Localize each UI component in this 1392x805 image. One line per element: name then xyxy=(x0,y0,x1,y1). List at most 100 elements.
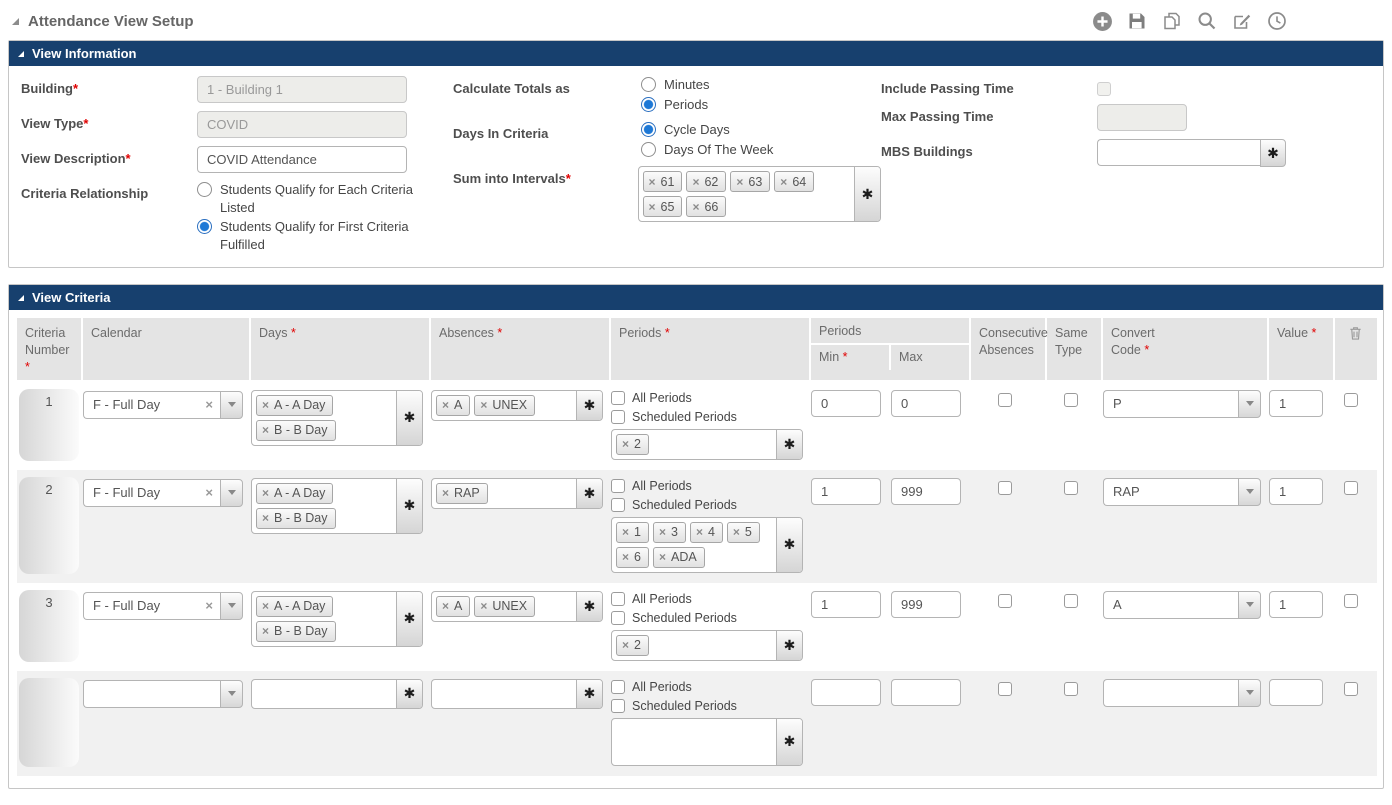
dropdown-arrow-button[interactable] xyxy=(220,390,243,419)
save-button[interactable] xyxy=(1126,10,1148,32)
sum-into-intervals-multiselect[interactable]: × 61 × 62 × 63 × 64 × 65 × 66 ✱ xyxy=(637,166,881,223)
dropdown-arrow-button[interactable] xyxy=(220,591,243,620)
radio-minutes-input[interactable] xyxy=(641,77,656,92)
scheduled-periods-checkbox[interactable] xyxy=(611,611,625,626)
asterisk-button[interactable]: ✱ xyxy=(396,591,422,646)
remove-tag-icon[interactable]: × xyxy=(480,599,488,614)
value-input[interactable] xyxy=(1269,477,1323,505)
scheduled-periods-checkbox-label[interactable]: Scheduled Periods xyxy=(611,699,803,714)
all-periods-checkbox[interactable] xyxy=(611,680,625,695)
min-periods-input[interactable] xyxy=(811,389,881,417)
radio-cycle-days[interactable]: Cycle Days xyxy=(641,121,773,139)
search-button[interactable] xyxy=(1196,10,1218,32)
edit-button[interactable] xyxy=(1231,10,1253,32)
clear-selection-icon[interactable]: × xyxy=(205,598,213,614)
all-periods-checkbox-label[interactable]: All Periods xyxy=(611,391,803,406)
scheduled-periods-checkbox-label[interactable]: Scheduled Periods xyxy=(611,611,803,626)
delete-checkbox[interactable] xyxy=(1344,392,1358,407)
remove-tag-icon[interactable]: × xyxy=(622,437,630,452)
asterisk-button[interactable]: ✱ xyxy=(576,679,602,708)
scheduled-periods-checkbox[interactable] xyxy=(611,410,625,425)
remove-tag-icon[interactable]: × xyxy=(480,398,488,413)
history-button[interactable] xyxy=(1266,10,1288,32)
remove-tag-icon[interactable]: × xyxy=(692,199,700,214)
view-criteria-header[interactable]: View Criteria xyxy=(9,285,1383,311)
all-periods-checkbox-label[interactable]: All Periods xyxy=(611,680,803,695)
days-multiselect[interactable]: × A - A Day × B - B Day ✱ xyxy=(251,590,423,647)
same-type-checkbox[interactable] xyxy=(1064,593,1078,608)
collapse-arrow-icon[interactable] xyxy=(12,17,19,25)
all-periods-checkbox[interactable] xyxy=(611,592,625,607)
same-type-checkbox[interactable] xyxy=(1064,480,1078,495)
remove-tag-icon[interactable]: × xyxy=(442,599,450,614)
asterisk-button[interactable]: ✱ xyxy=(1260,139,1286,167)
consecutive-absences-checkbox[interactable] xyxy=(998,480,1012,495)
absences-multiselect[interactable]: ✱ xyxy=(431,678,603,709)
calendar-select[interactable]: F - Full Day × xyxy=(83,591,243,620)
delete-checkbox[interactable] xyxy=(1344,480,1358,495)
view-information-header[interactable]: View Information xyxy=(9,41,1383,66)
dropdown-arrow-button[interactable] xyxy=(1238,389,1261,418)
value-input[interactable] xyxy=(1269,590,1323,618)
radio-cycle-days-input[interactable] xyxy=(641,122,656,138)
dropdown-arrow-button[interactable] xyxy=(220,478,243,507)
convert-code-select[interactable]: P xyxy=(1103,389,1261,418)
remove-tag-icon[interactable]: × xyxy=(648,174,656,189)
all-periods-checkbox[interactable] xyxy=(611,391,625,406)
radio-days-of-week[interactable]: Days Of The Week xyxy=(641,141,773,159)
value-input[interactable] xyxy=(1269,389,1323,417)
remove-tag-icon[interactable]: × xyxy=(695,525,703,540)
dropdown-arrow-button[interactable] xyxy=(220,679,243,708)
all-periods-checkbox-label[interactable]: All Periods xyxy=(611,479,803,494)
asterisk-button[interactable]: ✱ xyxy=(776,429,802,459)
add-button[interactable] xyxy=(1091,10,1113,32)
remove-tag-icon[interactable]: × xyxy=(442,486,450,501)
asterisk-button[interactable]: ✱ xyxy=(776,718,802,765)
asterisk-button[interactable]: ✱ xyxy=(576,478,602,508)
periods-multiselect[interactable]: ✱ xyxy=(611,717,803,766)
remove-tag-icon[interactable]: × xyxy=(262,423,270,438)
same-type-checkbox[interactable] xyxy=(1064,681,1078,696)
asterisk-button[interactable]: ✱ xyxy=(776,517,802,572)
convert-code-select[interactable] xyxy=(1103,678,1261,707)
days-multiselect[interactable]: ✱ xyxy=(251,678,423,709)
remove-tag-icon[interactable]: × xyxy=(732,525,740,540)
absences-multiselect[interactable]: × A × UNEX ✱ xyxy=(431,590,603,622)
asterisk-button[interactable]: ✱ xyxy=(396,478,422,533)
max-periods-input[interactable] xyxy=(891,477,961,505)
radio-first-criteria-input[interactable] xyxy=(197,219,212,235)
asterisk-button[interactable]: ✱ xyxy=(396,679,422,708)
remove-tag-icon[interactable]: × xyxy=(262,486,270,501)
view-description-input[interactable] xyxy=(197,146,407,173)
all-periods-checkbox-label[interactable]: All Periods xyxy=(611,592,803,607)
remove-tag-icon[interactable]: × xyxy=(736,174,744,189)
remove-tag-icon[interactable]: × xyxy=(262,599,270,614)
remove-tag-icon[interactable]: × xyxy=(262,511,270,526)
absences-multiselect[interactable]: × A × UNEX ✱ xyxy=(431,389,603,421)
remove-tag-icon[interactable]: × xyxy=(262,624,270,639)
remove-tag-icon[interactable]: × xyxy=(622,525,630,540)
radio-each-criteria[interactable]: Students Qualify for Each Criteria Liste… xyxy=(197,181,447,216)
same-type-checkbox[interactable] xyxy=(1064,392,1078,407)
remove-tag-icon[interactable]: × xyxy=(658,550,666,565)
remove-tag-icon[interactable]: × xyxy=(622,638,630,653)
radio-each-criteria-input[interactable] xyxy=(197,182,212,197)
scheduled-periods-checkbox[interactable] xyxy=(611,699,625,714)
all-periods-checkbox[interactable] xyxy=(611,479,625,494)
consecutive-absences-checkbox[interactable] xyxy=(998,593,1012,608)
max-periods-input[interactable] xyxy=(891,389,961,417)
max-periods-input[interactable] xyxy=(891,678,961,706)
days-multiselect[interactable]: × A - A Day × B - B Day ✱ xyxy=(251,477,423,534)
convert-code-select[interactable]: RAP xyxy=(1103,477,1261,506)
asterisk-button[interactable]: ✱ xyxy=(576,390,602,420)
remove-tag-icon[interactable]: × xyxy=(692,174,700,189)
remove-tag-icon[interactable]: × xyxy=(442,398,450,413)
clear-selection-icon[interactable]: × xyxy=(205,485,213,501)
dropdown-arrow-button[interactable] xyxy=(1238,590,1261,619)
dropdown-arrow-button[interactable] xyxy=(1238,477,1261,506)
asterisk-button[interactable]: ✱ xyxy=(776,630,802,660)
delete-checkbox[interactable] xyxy=(1344,593,1358,608)
max-periods-input[interactable] xyxy=(891,590,961,618)
remove-tag-icon[interactable]: × xyxy=(622,550,630,565)
asterisk-button[interactable]: ✱ xyxy=(576,591,602,621)
